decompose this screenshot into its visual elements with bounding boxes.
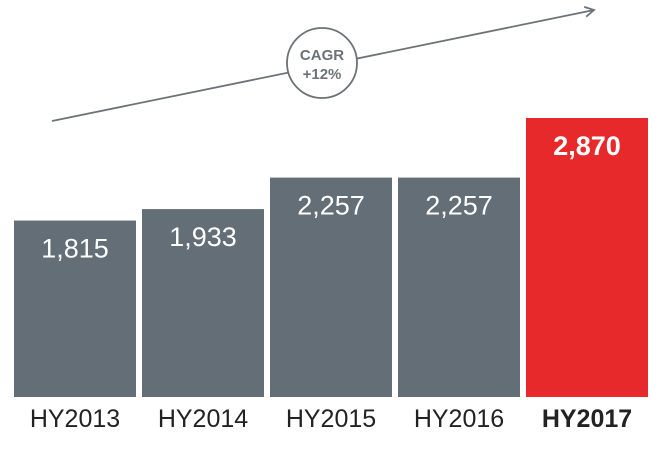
value-label-hy2014: 1,933: [169, 222, 237, 252]
bar-hy2015: [270, 177, 392, 397]
category-label-hy2013: HY2013: [30, 405, 120, 433]
bar-hy2016: [398, 177, 520, 397]
bars-group: 1,815 HY2013 1,933 HY2014 2,257 HY2015 2,257 HY…: [14, 118, 648, 433]
category-label-hy2017: HY2017: [542, 405, 632, 433]
value-label-hy2017: 2,870: [553, 131, 621, 161]
cagr-annotation: CAGR +12%: [51, 6, 596, 122]
bar-hy2013: [14, 220, 136, 397]
value-label-hy2016: 2,257: [425, 191, 493, 221]
value-label-hy2015: 2,257: [297, 191, 365, 221]
cagr-circle: [286, 27, 358, 99]
category-label-hy2014: HY2014: [158, 405, 248, 433]
category-label-hy2016: HY2016: [414, 405, 504, 433]
bar-hy2014: [142, 209, 264, 397]
category-label-hy2015: HY2015: [286, 405, 376, 433]
cagr-value: +12%: [303, 66, 342, 83]
cagr-label: CAGR: [300, 47, 344, 64]
value-label-hy2013: 1,815: [41, 234, 109, 264]
bar-hy2017: [526, 118, 648, 397]
